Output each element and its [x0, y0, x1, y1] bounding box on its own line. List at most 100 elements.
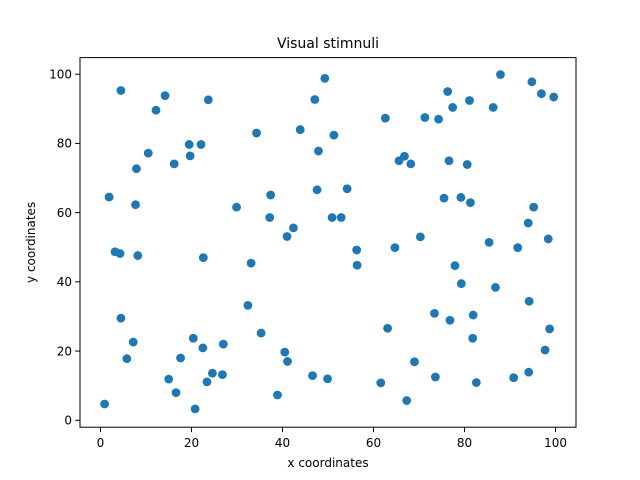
points-layer: [100, 70, 559, 414]
scatter-point-21: [190, 404, 200, 414]
scatter-point-38: [280, 347, 290, 357]
scatter-point-74: [450, 261, 460, 270]
scatter-point-66: [430, 308, 439, 318]
scatter-point-27: [208, 368, 217, 378]
plot-frame: [79, 57, 577, 428]
scatter-point-32: [246, 258, 256, 268]
x-tick-label-0: 0: [97, 436, 105, 450]
scatter-point-50: [329, 130, 339, 140]
scatter-point-44: [310, 95, 320, 104]
scatter-point-37: [273, 390, 282, 400]
scatter-point-9: [132, 164, 141, 174]
scatter-point-82: [471, 378, 481, 387]
scatter-point-25: [202, 377, 212, 387]
scatter-point-97: [545, 324, 555, 334]
scatter-point-71: [444, 156, 454, 166]
scatter-point-22: [196, 140, 206, 149]
scatter-point-88: [513, 243, 523, 252]
scatter-point-28: [218, 370, 227, 379]
scatter-point-4: [116, 313, 126, 323]
x-axis: 0 20 40 60 80 100: [97, 427, 567, 450]
scatter-point-56: [380, 113, 390, 123]
scatter-point-8: [131, 200, 140, 210]
scatter-point-18: [184, 140, 194, 149]
y-axis-label: y coordinates: [24, 202, 38, 283]
scatter-point-91: [524, 296, 534, 306]
scatter-point-20: [188, 333, 198, 343]
scatter-point-31: [243, 300, 253, 310]
scatter-point-55: [376, 378, 386, 388]
scatter-point-10: [133, 251, 143, 260]
scatter-point-96: [543, 234, 553, 244]
scatter-point-11: [143, 148, 153, 158]
scatter-point-33: [252, 128, 261, 138]
scatter-point-36: [266, 190, 276, 200]
scatter-point-26: [203, 95, 213, 105]
scatter-point-92: [527, 77, 537, 87]
scatter-point-17: [176, 353, 185, 363]
scatter-point-70: [443, 87, 453, 96]
scatter-point-90: [524, 367, 534, 377]
x-tick-label-80: 80: [457, 436, 472, 450]
scatter-point-46: [314, 146, 323, 156]
scatter-point-72: [445, 315, 455, 325]
scatter-point-24: [198, 253, 208, 263]
scatter-point-14: [164, 374, 174, 384]
y-tick-label-80: 80: [57, 137, 72, 151]
scatter-point-23: [198, 343, 208, 353]
scatter-point-6: [122, 354, 132, 364]
scatter-point-53: [352, 245, 362, 255]
scatter-point-57: [383, 323, 393, 333]
scatter-point-43: [308, 371, 317, 381]
scatter-point-76: [456, 279, 466, 288]
scatter-point-16: [171, 388, 181, 397]
x-tick-label-40: 40: [275, 436, 290, 450]
scatter-point-13: [160, 91, 170, 101]
scatter-point-62: [406, 159, 416, 169]
scatter-point-98: [549, 92, 559, 102]
scatter-point-77: [462, 160, 472, 169]
scatter-point-64: [415, 232, 425, 242]
x-tick-label-60: 60: [366, 436, 381, 450]
scatter-point-58: [390, 243, 400, 252]
x-tick-label-20: 20: [184, 436, 199, 450]
scatter-point-54: [352, 260, 362, 270]
scatter-point-95: [540, 345, 550, 355]
scatter-point-80: [468, 333, 478, 343]
scatter-point-45: [312, 185, 322, 195]
scatter-point-7: [128, 337, 138, 347]
scatter-point-47: [320, 73, 330, 83]
scatter-point-94: [537, 89, 546, 98]
y-tick-label-20: 20: [57, 344, 72, 358]
scatter-point-73: [448, 103, 458, 112]
scatter-point-35: [265, 213, 275, 222]
scatter-point-63: [410, 357, 419, 367]
scatter-point-51: [336, 213, 346, 222]
scatter-point-69: [439, 193, 449, 203]
scatter-point-12: [151, 105, 161, 115]
scatter-point-83: [484, 238, 494, 247]
scatter-point-42: [295, 125, 305, 134]
y-tick-label-40: 40: [57, 275, 72, 289]
scatter-point-75: [456, 193, 466, 202]
scatter-point-86: [496, 70, 505, 79]
scatter-point-0: [100, 399, 109, 409]
y-tick-label-100: 100: [49, 68, 72, 82]
scatter-point-49: [327, 213, 337, 222]
scatter-point-67: [430, 372, 440, 382]
scatter-point-15: [169, 159, 179, 169]
x-tick-label-100: 100: [544, 436, 567, 450]
scatter-point-60: [400, 151, 409, 161]
scatter-point-61: [402, 396, 412, 405]
scatter-point-34: [256, 328, 266, 338]
scatter-point-93: [529, 202, 539, 212]
y-tick-label-0: 0: [64, 414, 72, 428]
scatter-point-78: [465, 96, 474, 105]
scatter-point-85: [491, 282, 500, 292]
y-tick-label-60: 60: [57, 206, 72, 220]
scatter-point-89: [523, 218, 533, 228]
scatter-point-29: [218, 339, 228, 349]
scatter-point-3: [115, 249, 125, 258]
scatter-point-40: [283, 357, 292, 366]
